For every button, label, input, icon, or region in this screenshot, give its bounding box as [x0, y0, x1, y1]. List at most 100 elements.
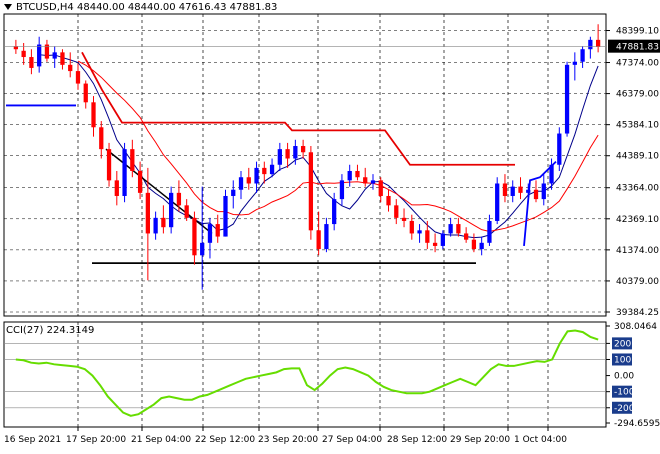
- candle-body: [75, 71, 81, 84]
- candle-body: [401, 217, 407, 221]
- candle-body: [588, 39, 593, 50]
- candle-body: [378, 180, 383, 196]
- candle-body: [549, 164, 554, 184]
- ma-slow-line: [77, 60, 599, 232]
- y-tick-label: 45384.10: [616, 121, 659, 131]
- candle-body: [200, 242, 205, 256]
- candle-body: [21, 50, 26, 58]
- candle-body: [29, 57, 34, 68]
- candle-body: [153, 217, 158, 234]
- candle-body: [347, 170, 352, 181]
- x-tick-label: 21 Sep 04:00: [131, 435, 191, 445]
- x-tick-label: 27 Sep 04:00: [322, 435, 382, 445]
- ohlc-label: 48440.00 48440.00 47616.43 47881.83: [76, 2, 278, 13]
- candle-body: [106, 149, 112, 181]
- candle-body: [502, 183, 508, 196]
- candle-body: [192, 217, 197, 256]
- candle-body: [114, 180, 119, 196]
- candle-body: [83, 83, 88, 103]
- x-tick-label: 22 Sep 12:00: [195, 435, 255, 445]
- candle-body: [448, 224, 453, 234]
- candle-body: [246, 177, 251, 184]
- candle-body: [332, 199, 337, 225]
- candle-body: [324, 224, 329, 250]
- candle-body: [533, 189, 539, 200]
- candle-body: [231, 189, 236, 196]
- candle-body: [254, 167, 259, 184]
- candle-body: [13, 46, 19, 50]
- candle-body: [370, 180, 376, 184]
- candle-body: [339, 180, 345, 200]
- candle-body: [223, 195, 228, 237]
- candle-body: [518, 186, 523, 193]
- cci-level-box: [612, 337, 632, 350]
- cci-tick-label: 0.00: [614, 372, 634, 382]
- candle-body: [44, 44, 50, 59]
- candle-body: [207, 224, 213, 243]
- candle-body: [137, 170, 143, 193]
- cci-tick-label: -294.6595: [614, 419, 660, 429]
- y-tick-label: 43364.00: [616, 184, 659, 194]
- candle-body: [595, 39, 601, 47]
- candle-body: [363, 177, 368, 184]
- x-tick-label: 16 Sep 2021: [4, 435, 61, 445]
- candle-body: [308, 152, 314, 231]
- candle-body: [432, 242, 438, 246]
- candle-body: [355, 170, 360, 178]
- candle-body: [409, 220, 414, 234]
- current-price-box: [608, 39, 660, 53]
- candle-body: [161, 217, 166, 228]
- candle-body: [425, 230, 430, 243]
- y-tick-label: 39384.25: [616, 308, 659, 318]
- cci-line: [15, 329, 599, 417]
- candle-body: [184, 205, 189, 218]
- y-tick-label: 44389.10: [616, 152, 659, 162]
- main-panel-frame: [3, 13, 607, 317]
- candle-body: [464, 233, 469, 240]
- current-price-label: 47881.83: [616, 43, 659, 53]
- cci-level-box: [612, 401, 632, 414]
- trend-line-blue: [523, 160, 557, 247]
- candle-body: [176, 192, 182, 206]
- candle-body: [52, 52, 57, 59]
- y-tick-label: 42369.10: [616, 215, 659, 225]
- y-tick-label: 47374.00: [616, 59, 659, 69]
- candle-body: [300, 146, 306, 153]
- y-tick-label: 46379.00: [616, 90, 659, 100]
- cci-tick-label: 308.0464: [614, 322, 657, 332]
- candle-body: [122, 149, 127, 196]
- resistance-line: [81, 51, 515, 166]
- candle-body: [68, 64, 73, 72]
- candle-body: [169, 192, 174, 228]
- cci-level-box: [612, 385, 632, 398]
- candle-body: [262, 167, 267, 175]
- y-tick-label: 40379.00: [616, 277, 659, 287]
- cci-tick-label: 200: [614, 339, 631, 349]
- candle-body: [471, 239, 477, 250]
- candle-body: [564, 64, 570, 134]
- candle-body: [557, 133, 562, 165]
- candle-body: [394, 205, 399, 218]
- candle-body: [37, 44, 42, 67]
- candle-body: [91, 102, 96, 128]
- x-tick-label: 23 Sep 20:00: [258, 435, 318, 445]
- candle-body: [293, 146, 298, 159]
- x-tick-label: 17 Sep 20:00: [66, 435, 126, 445]
- candle-body: [487, 220, 492, 243]
- candle-body: [572, 61, 577, 65]
- candle-body: [277, 149, 282, 165]
- candle-body: [238, 177, 244, 190]
- candle-body: [285, 149, 290, 159]
- symbol-label: BTCUSD,H4: [16, 2, 74, 13]
- cci-level-box: [612, 353, 632, 366]
- x-tick-label: 1 Oct 04:00: [514, 435, 567, 445]
- chart-header: BTCUSD,H4 48440.00 48440.00 47616.43 478…: [4, 2, 277, 13]
- candle-body: [510, 186, 515, 196]
- cci-tick-label: 100: [614, 355, 631, 365]
- y-tick-label: 41374.00: [616, 246, 659, 256]
- x-tick-label: 29 Sep 20:00: [450, 435, 510, 445]
- candle-body: [215, 224, 220, 237]
- dropdown-triangle-icon[interactable]: [4, 4, 12, 10]
